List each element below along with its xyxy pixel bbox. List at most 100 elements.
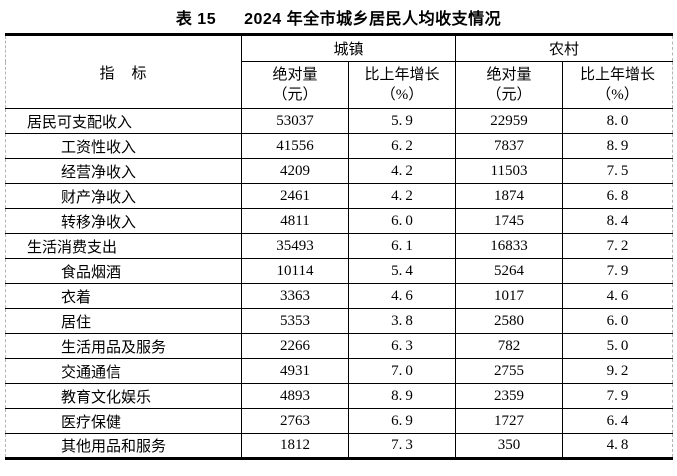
header-sub-row: 绝对量 （元） 比上年增长 （%） 绝对量 （元） 比上年增长 （%） (6, 61, 674, 109)
table-row: 居民可支配收入 53037 5. 9 22959 8. 0 (5, 108, 674, 134)
header-growth-label: 比上年增长 (580, 67, 656, 83)
header-growth-unit: （%） (596, 87, 639, 103)
cell-rural_absolute_yuan: 1727 (455, 408, 564, 434)
row-label: 其他用品和服务 (5, 433, 242, 460)
cell-urban_absolute_yuan: 4209 (241, 158, 349, 184)
table-title-text: 2024 年全市城乡居民人均收支情况 (244, 10, 502, 28)
cell-rural_absolute_yuan: 5264 (455, 258, 564, 284)
cell-urban_growth_pct: 6. 9 (347, 408, 457, 434)
table-row: 生活消费支出 35493 6. 1 16833 7. 2 (5, 233, 674, 259)
table-number-label: 表 15 (175, 10, 217, 28)
cell-urban_growth_pct: 5. 9 (347, 108, 457, 134)
cell-urban_absolute_yuan: 53037 (241, 108, 349, 134)
row-label: 生活消费支出 (5, 233, 242, 259)
header-absolute-label: 绝对量 (272, 67, 318, 83)
table-row: 衣着 3363 4. 6 1017 4. 6 (5, 283, 674, 309)
row-label: 工资性收入 (5, 133, 242, 159)
cell-rural_absolute_yuan: 782 (455, 333, 564, 359)
table-title: 表 15 2024 年全市城乡居民人均收支情况 (0, 0, 677, 33)
row-label: 转移净收入 (5, 208, 242, 234)
cell-rural_absolute_yuan: 1745 (455, 208, 564, 234)
row-label: 财产净收入 (5, 183, 242, 209)
cell-rural_absolute_yuan: 2359 (455, 383, 564, 409)
cell-rural_growth_pct: 8. 9 (562, 133, 674, 159)
cell-rural_growth_pct: 9. 2 (562, 358, 674, 384)
header-absolute-unit: （元） (272, 87, 318, 103)
cell-rural_absolute_yuan: 16833 (455, 233, 564, 259)
header-absolute-unit: （元） (486, 87, 532, 103)
table-row: 经营净收入 4209 4. 2 11503 7. 5 (5, 158, 674, 184)
cell-urban_growth_pct: 8. 9 (347, 383, 457, 409)
cell-urban_absolute_yuan: 2461 (241, 183, 349, 209)
table-row: 财产净收入 2461 4. 2 1874 6. 8 (5, 183, 674, 209)
table-row: 生活用品及服务 2266 6. 3 782 5. 0 (5, 333, 674, 359)
cell-urban_growth_pct: 6. 2 (347, 133, 457, 159)
cell-rural_growth_pct: 8. 4 (562, 208, 674, 234)
row-label: 食品烟酒 (5, 258, 242, 284)
cell-rural_absolute_yuan: 11503 (455, 158, 564, 184)
row-label: 教育文化娱乐 (5, 383, 242, 409)
cell-rural_growth_pct: 7. 2 (562, 233, 674, 259)
header-absolute-label: 绝对量 (486, 67, 532, 83)
cell-urban_absolute_yuan: 2763 (241, 408, 349, 434)
row-label: 经营净收入 (5, 158, 242, 184)
cell-urban_absolute_yuan: 10114 (241, 258, 349, 284)
cell-urban_absolute_yuan: 35493 (241, 233, 349, 259)
cell-rural_growth_pct: 8. 0 (562, 108, 674, 134)
table-row: 转移净收入 4811 6. 0 1745 8. 4 (5, 208, 674, 234)
row-label: 衣着 (5, 283, 242, 309)
cell-urban_growth_pct: 3. 8 (347, 308, 457, 334)
cell-rural_absolute_yuan: 2580 (455, 308, 564, 334)
cell-urban_growth_pct: 4. 2 (347, 183, 457, 209)
table-header: 指 标 城镇 农村 绝对量 （元） 比上年增长 （%） 绝对量 （元） 比 (5, 33, 674, 109)
cell-rural_absolute_yuan: 2755 (455, 358, 564, 384)
cell-rural_absolute_yuan: 22959 (455, 108, 564, 134)
header-group-row: 指 标 城镇 农村 (5, 33, 674, 109)
cell-urban_absolute_yuan: 1812 (241, 433, 349, 460)
cell-urban_growth_pct: 6. 1 (347, 233, 457, 259)
table-row: 医疗保健 2763 6. 9 1727 6. 4 (5, 408, 674, 434)
header-group-rural: 农村 (455, 33, 674, 62)
header-urban-absolute: 绝对量 （元） (241, 61, 349, 109)
cell-urban_growth_pct: 6. 0 (347, 208, 457, 234)
cell-rural_growth_pct: 4. 8 (562, 433, 674, 460)
cell-rural_growth_pct: 7. 9 (562, 383, 674, 409)
cell-rural_absolute_yuan: 7837 (455, 133, 564, 159)
cell-urban_growth_pct: 5. 4 (347, 258, 457, 284)
cell-urban_growth_pct: 7. 3 (347, 433, 457, 460)
header-group-urban: 城镇 (240, 33, 457, 62)
cell-urban_absolute_yuan: 2266 (241, 333, 349, 359)
cell-rural_growth_pct: 6. 0 (562, 308, 674, 334)
cell-rural_absolute_yuan: 1874 (455, 183, 564, 209)
cell-rural_absolute_yuan: 350 (455, 433, 564, 460)
cell-urban_absolute_yuan: 5353 (241, 308, 349, 334)
header-indicator: 指 标 (5, 33, 242, 109)
cell-rural_growth_pct: 6. 8 (562, 183, 674, 209)
cell-rural_growth_pct: 6. 4 (562, 408, 674, 434)
table-row: 其他用品和服务 1812 7. 3 350 4. 8 (5, 433, 674, 460)
table-row: 工资性收入 41556 6. 2 7837 8. 9 (5, 133, 674, 159)
cell-rural_growth_pct: 5. 0 (562, 333, 674, 359)
cell-rural_growth_pct: 4. 6 (562, 283, 674, 309)
table-row: 居住 5353 3. 8 2580 6. 0 (5, 308, 674, 334)
cell-urban_growth_pct: 4. 6 (347, 283, 457, 309)
row-label: 居住 (5, 308, 242, 334)
cell-urban_absolute_yuan: 3363 (241, 283, 349, 309)
header-growth-unit: （%） (380, 87, 424, 103)
header-rural-growth: 比上年增长 （%） (562, 61, 674, 109)
cell-urban_growth_pct: 6. 3 (347, 333, 457, 359)
row-label: 交通通信 (5, 358, 242, 384)
cell-rural_growth_pct: 7. 5 (562, 158, 674, 184)
cell-urban_absolute_yuan: 4811 (241, 208, 349, 234)
table-row: 教育文化娱乐 4893 8. 9 2359 7. 9 (5, 383, 674, 409)
header-rural-absolute: 绝对量 （元） (455, 61, 564, 109)
cell-urban_absolute_yuan: 41556 (241, 133, 349, 159)
income-expenditure-table: 指 标 城镇 农村 绝对量 （元） 比上年增长 （%） 绝对量 （元） 比 (5, 33, 674, 460)
cell-urban_growth_pct: 4. 2 (347, 158, 457, 184)
cell-urban_growth_pct: 7. 0 (347, 358, 457, 384)
header-urban-growth: 比上年增长 （%） (347, 61, 457, 109)
table-row: 交通通信 4931 7. 0 2755 9. 2 (5, 358, 674, 384)
cell-urban_absolute_yuan: 4893 (241, 383, 349, 409)
